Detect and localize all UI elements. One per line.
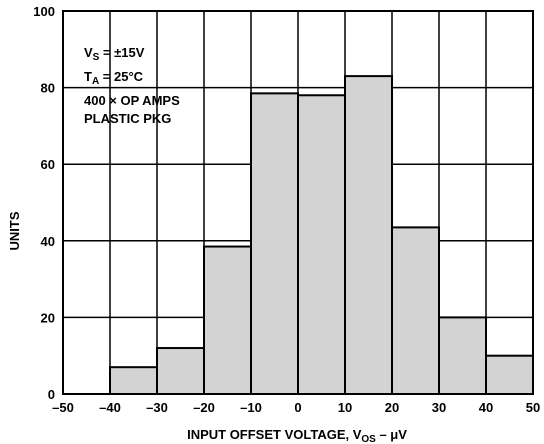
x-tick-label: –10 (240, 400, 262, 415)
histogram-bar (297, 94, 346, 395)
x-axis-label-suffix: – μV (376, 427, 407, 442)
y-tick-label: 40 (41, 234, 55, 249)
y-tick-label: 80 (41, 81, 55, 96)
annotation-line-sample: 400 × OP AMPS (84, 93, 180, 108)
bars (109, 75, 534, 396)
x-tick-label: 10 (338, 400, 352, 415)
y-tick-label: 100 (33, 4, 55, 19)
annotation-line-temperature: TA = 25°C (84, 69, 144, 87)
y-axis-label: UNITS (7, 211, 22, 250)
histogram-bar (485, 354, 534, 396)
x-tick-label: 0 (294, 400, 301, 415)
y-tick-label: 20 (41, 310, 55, 325)
y-tick-label: 0 (48, 387, 55, 402)
x-tick-label: 40 (479, 400, 493, 415)
x-tick-label: 30 (432, 400, 446, 415)
x-tick-label: 20 (385, 400, 399, 415)
y-tick-label: 60 (41, 157, 55, 172)
x-tick-label: –40 (99, 400, 121, 415)
conditions-annotation: VS = ±15V TA = 25°C 400 × OP AMPS PLASTI… (84, 45, 180, 126)
x-tick-label: –20 (193, 400, 215, 415)
x-tick-label: –50 (52, 400, 74, 415)
annotation-line-supply: VS = ±15V (84, 45, 145, 63)
x-tick-labels: –50 –40 –30 –20 –10 0 10 20 30 40 50 (52, 400, 540, 415)
x-axis-label-prefix: INPUT OFFSET VOLTAGE, V (187, 427, 362, 442)
y-tick-labels: 0 20 40 60 80 100 (33, 4, 55, 402)
histogram-bar (391, 226, 440, 395)
histogram-bar (109, 366, 158, 396)
x-tick-label: –30 (146, 400, 168, 415)
histogram-bar (250, 92, 299, 395)
histogram-bar (438, 316, 487, 395)
x-axis-label-subscript: OS (361, 434, 376, 444)
plot-frame (62, 10, 534, 395)
histogram-bar (203, 245, 252, 395)
histogram-bar (344, 75, 393, 396)
annotation-line-package: PLASTIC PKG (84, 111, 171, 126)
x-tick-label: 50 (526, 400, 540, 415)
histogram-bar (156, 347, 205, 396)
x-axis-label: INPUT OFFSET VOLTAGE, VOS – μV (187, 427, 407, 444)
